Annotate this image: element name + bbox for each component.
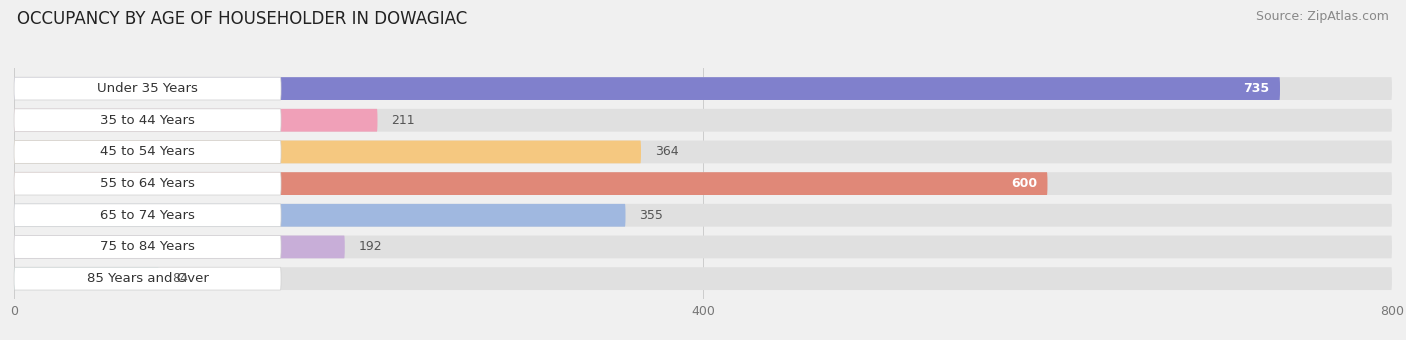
Text: 355: 355 xyxy=(640,209,664,222)
FancyBboxPatch shape xyxy=(14,140,1392,163)
Text: OCCUPANCY BY AGE OF HOUSEHOLDER IN DOWAGIAC: OCCUPANCY BY AGE OF HOUSEHOLDER IN DOWAG… xyxy=(17,10,467,28)
FancyBboxPatch shape xyxy=(14,109,1392,132)
Text: 600: 600 xyxy=(1011,177,1038,190)
Text: 84: 84 xyxy=(173,272,188,285)
FancyBboxPatch shape xyxy=(14,204,281,227)
Text: 35 to 44 Years: 35 to 44 Years xyxy=(100,114,195,127)
Text: 65 to 74 Years: 65 to 74 Years xyxy=(100,209,195,222)
FancyBboxPatch shape xyxy=(14,267,159,290)
FancyBboxPatch shape xyxy=(14,236,1392,258)
FancyBboxPatch shape xyxy=(14,204,1392,227)
Text: 192: 192 xyxy=(359,240,382,253)
Text: 364: 364 xyxy=(655,146,679,158)
Text: 85 Years and Over: 85 Years and Over xyxy=(87,272,208,285)
FancyBboxPatch shape xyxy=(14,77,281,100)
FancyBboxPatch shape xyxy=(14,172,1392,195)
FancyBboxPatch shape xyxy=(14,77,1279,100)
FancyBboxPatch shape xyxy=(14,140,641,163)
FancyBboxPatch shape xyxy=(14,172,1047,195)
Text: 55 to 64 Years: 55 to 64 Years xyxy=(100,177,195,190)
FancyBboxPatch shape xyxy=(14,236,281,258)
FancyBboxPatch shape xyxy=(14,109,377,132)
FancyBboxPatch shape xyxy=(14,172,281,195)
FancyBboxPatch shape xyxy=(14,204,626,227)
FancyBboxPatch shape xyxy=(14,109,281,132)
FancyBboxPatch shape xyxy=(14,236,344,258)
FancyBboxPatch shape xyxy=(14,267,281,290)
Text: Source: ZipAtlas.com: Source: ZipAtlas.com xyxy=(1256,10,1389,23)
Text: Under 35 Years: Under 35 Years xyxy=(97,82,198,95)
Text: 45 to 54 Years: 45 to 54 Years xyxy=(100,146,195,158)
FancyBboxPatch shape xyxy=(14,267,1392,290)
Text: 211: 211 xyxy=(391,114,415,127)
FancyBboxPatch shape xyxy=(14,140,281,163)
Text: 735: 735 xyxy=(1243,82,1270,95)
Text: 75 to 84 Years: 75 to 84 Years xyxy=(100,240,195,253)
FancyBboxPatch shape xyxy=(14,77,1392,100)
